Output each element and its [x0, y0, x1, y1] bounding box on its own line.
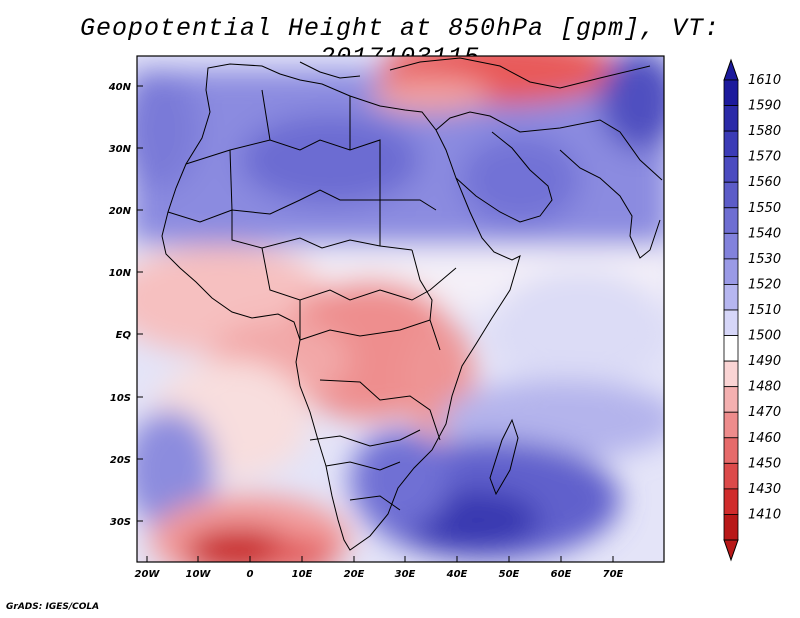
colorbar-label: 1490 [748, 354, 781, 369]
colorbar-label: 1510 [748, 303, 781, 318]
colorbar-swatch [723, 335, 739, 362]
colorbar-label: 1450 [748, 456, 781, 471]
colorbar-label: 1530 [748, 252, 781, 267]
lat-label: 20S [110, 455, 131, 466]
map-frame [136, 55, 665, 563]
colorbar-swatch [723, 360, 739, 388]
lat-label: 30N [109, 144, 132, 155]
colorbar-label: 1570 [748, 150, 781, 165]
colorbar-swatch [723, 437, 739, 464]
colorbar-bottom-arrow [723, 539, 739, 562]
lon-label: 40E [446, 569, 468, 580]
colorbar-label: 1460 [748, 431, 781, 446]
credit-text: GrADS: IGES/COLA [6, 602, 100, 612]
colorbar-swatch [723, 258, 739, 285]
longitude-axis: 20W 10W 0 10E 20E 30E 40E 50E 60E 70E [135, 556, 624, 580]
lon-label: 0 [247, 569, 254, 580]
lon-label: 20E [344, 569, 365, 580]
colorbar-swatch [723, 488, 739, 515]
height-field [137, 56, 664, 562]
colorbar-swatch [723, 284, 739, 311]
lat-label: 20N [109, 206, 132, 217]
colorbar-label: 1520 [748, 277, 781, 292]
colorbar-swatch [723, 462, 739, 490]
colorbar-swatch [723, 156, 739, 183]
colorbar-label: 1550 [748, 201, 781, 216]
colorbar: 1610 1590 1580 1570 1560 1550 1540 1530 1520 1510… [723, 58, 781, 562]
colorbar-label: 1610 [748, 73, 781, 88]
colorbar-label: 1500 [748, 329, 781, 344]
colorbar-swatch [723, 411, 739, 439]
colorbar-swatch [723, 181, 739, 209]
coastlines [161, 57, 663, 551]
colorbar-label: 1480 [748, 380, 781, 395]
latitude-axis: 40N 30N 20N 10N EQ 10S 20S 30S [108, 82, 143, 528]
lon-label: 20W [135, 569, 161, 580]
colorbar-label: 1590 [748, 99, 781, 114]
colorbar-label: 1540 [748, 226, 781, 241]
lon-label: 70E [603, 569, 624, 580]
lon-label: 10W [186, 569, 212, 580]
lon-label: 30E [395, 569, 416, 580]
lon-label: 60E [551, 569, 572, 580]
colorbar-swatch [723, 207, 739, 234]
lon-label: 50E [499, 569, 520, 580]
colorbar-swatch [723, 232, 739, 260]
colorbar-swatch [723, 130, 739, 158]
colorbar-swatch [723, 309, 739, 336]
colorbar-label: 1430 [748, 482, 781, 497]
colorbar-swatch [723, 386, 739, 413]
colorbar-swatch [723, 105, 739, 132]
lon-label: 10E [292, 569, 313, 580]
colorbar-swatch [723, 79, 739, 106]
colorbar-label: 1470 [748, 405, 781, 420]
colorbar-top-arrow [723, 58, 739, 81]
colorbar-label: 1410 [748, 507, 781, 522]
lat-label: 10N [109, 268, 132, 279]
lat-label: 10S [110, 393, 131, 404]
colorbar-label: 1560 [748, 175, 781, 190]
lat-label: 30S [110, 517, 131, 528]
lat-label: EQ [116, 330, 132, 341]
lat-label: 40N [108, 82, 132, 93]
colorbar-swatch [723, 514, 739, 541]
colorbar-label: 1580 [748, 124, 781, 139]
